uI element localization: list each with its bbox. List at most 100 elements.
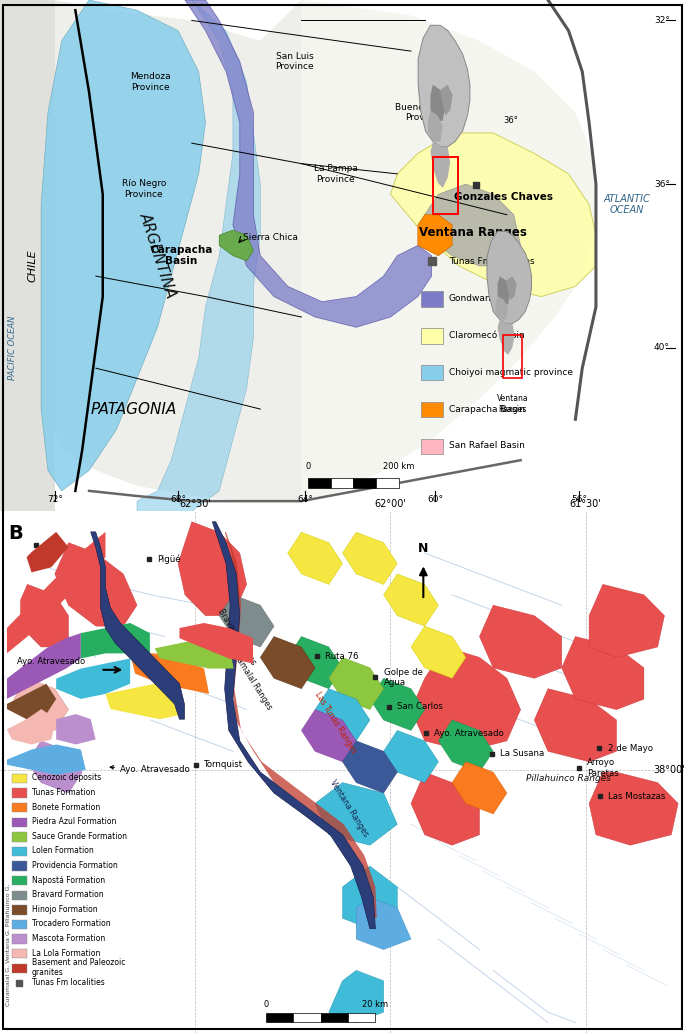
Text: 36°: 36°: [503, 117, 518, 125]
Text: 32°: 32°: [654, 15, 670, 25]
Text: La Susana: La Susana: [500, 749, 545, 758]
Text: Las Mostazas: Las Mostazas: [608, 791, 666, 801]
Polygon shape: [418, 25, 470, 147]
Polygon shape: [430, 85, 445, 121]
Polygon shape: [288, 636, 342, 689]
Polygon shape: [7, 633, 81, 699]
Bar: [12, 964, 27, 973]
Polygon shape: [260, 636, 315, 689]
Text: Golpe de
Agua: Golpe de Agua: [384, 667, 423, 687]
Text: 200 km: 200 km: [383, 462, 414, 471]
Polygon shape: [105, 684, 184, 719]
Text: PACIFIC OCEAN: PACIFIC OCEAN: [8, 315, 17, 380]
Bar: [433, 157, 458, 214]
Polygon shape: [430, 142, 450, 188]
Text: Napostá Formation: Napostá Formation: [32, 876, 105, 884]
Polygon shape: [301, 0, 596, 501]
Text: Sauce Grande Formation: Sauce Grande Formation: [32, 832, 127, 841]
Text: 2 de Mayo: 2 de Mayo: [608, 744, 653, 753]
Text: Cenozoic deposits: Cenozoic deposits: [32, 774, 101, 782]
Polygon shape: [21, 585, 68, 647]
Text: CHILE: CHILE: [28, 250, 38, 282]
Bar: [12, 949, 27, 959]
Text: Sierra Chica: Sierra Chica: [243, 233, 298, 243]
Polygon shape: [534, 689, 617, 761]
Text: Carapacha Basin: Carapacha Basin: [449, 405, 525, 413]
Polygon shape: [370, 679, 425, 730]
Polygon shape: [589, 585, 664, 657]
Polygon shape: [7, 532, 105, 654]
Bar: [421, 328, 443, 344]
Bar: [348, 1013, 375, 1022]
Text: Curamalal G. Ventana G. Pillahuinco G.: Curamalal G. Ventana G. Pillahuinco G.: [6, 884, 12, 1006]
Polygon shape: [342, 866, 397, 929]
Polygon shape: [185, 0, 432, 327]
Polygon shape: [301, 710, 356, 761]
Text: San Luis
Province: San Luis Province: [275, 52, 314, 71]
Bar: [12, 876, 27, 885]
Text: Pillahuinco Ranges: Pillahuinco Ranges: [526, 774, 611, 783]
Polygon shape: [0, 0, 55, 511]
Polygon shape: [342, 741, 397, 793]
Polygon shape: [56, 714, 96, 745]
Bar: [293, 1013, 321, 1022]
Bar: [12, 774, 27, 783]
Text: San Rafael Basin: San Rafael Basin: [449, 441, 525, 450]
Text: Curamalal Ranges: Curamalal Ranges: [227, 645, 274, 712]
Text: 0: 0: [306, 462, 311, 471]
Text: Mendoza
Province: Mendoza Province: [130, 72, 171, 92]
Polygon shape: [41, 0, 206, 491]
Polygon shape: [56, 658, 130, 699]
Polygon shape: [411, 773, 480, 845]
Text: Ventana Ranges: Ventana Ranges: [328, 779, 371, 839]
Polygon shape: [288, 532, 342, 585]
Bar: [421, 291, 443, 307]
Polygon shape: [81, 623, 150, 658]
Polygon shape: [178, 522, 247, 616]
Text: Mascota Formation: Mascota Formation: [32, 934, 105, 943]
Text: Choiyoi magmatic province: Choiyoi magmatic province: [449, 368, 573, 377]
Text: Ventana Ranges: Ventana Ranges: [419, 226, 527, 240]
Text: ATLANTIC
OCEAN: ATLANTIC OCEAN: [603, 194, 650, 215]
Text: Hinojo Formation: Hinojo Formation: [32, 905, 97, 914]
Text: 62°30': 62°30': [179, 499, 211, 508]
Polygon shape: [506, 277, 516, 300]
Polygon shape: [342, 532, 397, 585]
Polygon shape: [315, 783, 397, 845]
Text: Ayo. Atravesado: Ayo. Atravesado: [434, 728, 504, 738]
Text: Basement and Paleozoic
granites: Basement and Paleozoic granites: [32, 958, 125, 977]
Polygon shape: [479, 605, 562, 679]
Bar: [12, 803, 27, 812]
Text: Arroyo
Paretas: Arroyo Paretas: [587, 758, 619, 778]
Bar: [12, 817, 27, 827]
Text: 72°: 72°: [47, 495, 63, 504]
Text: 61°30': 61°30': [570, 499, 601, 508]
Text: Buenos Aires
Province: Buenos Aires Province: [395, 103, 454, 122]
Text: Tunas Fm localities: Tunas Fm localities: [449, 257, 534, 267]
Polygon shape: [425, 184, 521, 265]
Polygon shape: [411, 647, 521, 751]
Text: N: N: [418, 542, 429, 555]
Text: 20 km: 20 km: [362, 1000, 388, 1009]
Polygon shape: [418, 215, 452, 255]
Bar: [421, 439, 443, 455]
Text: Trocadero Formation: Trocadero Formation: [32, 919, 110, 929]
Polygon shape: [7, 745, 86, 775]
Bar: [376, 478, 399, 489]
Text: 60°: 60°: [427, 495, 443, 504]
Bar: [353, 478, 376, 489]
Bar: [12, 935, 27, 944]
Polygon shape: [225, 532, 377, 918]
Polygon shape: [356, 898, 411, 949]
Text: Tornquist: Tornquist: [204, 760, 243, 770]
Polygon shape: [27, 741, 82, 793]
Text: 36°: 36°: [654, 180, 670, 189]
Text: Providencia Formation: Providencia Formation: [32, 862, 117, 870]
Text: Ayo. Atravesado: Ayo. Atravesado: [110, 765, 190, 774]
Bar: [421, 365, 443, 380]
Polygon shape: [7, 709, 56, 745]
Polygon shape: [219, 595, 274, 647]
Text: Tunas Fm localities: Tunas Fm localities: [32, 978, 104, 987]
Polygon shape: [329, 657, 384, 710]
Text: PATAGONIA: PATAGONIA: [90, 402, 177, 416]
